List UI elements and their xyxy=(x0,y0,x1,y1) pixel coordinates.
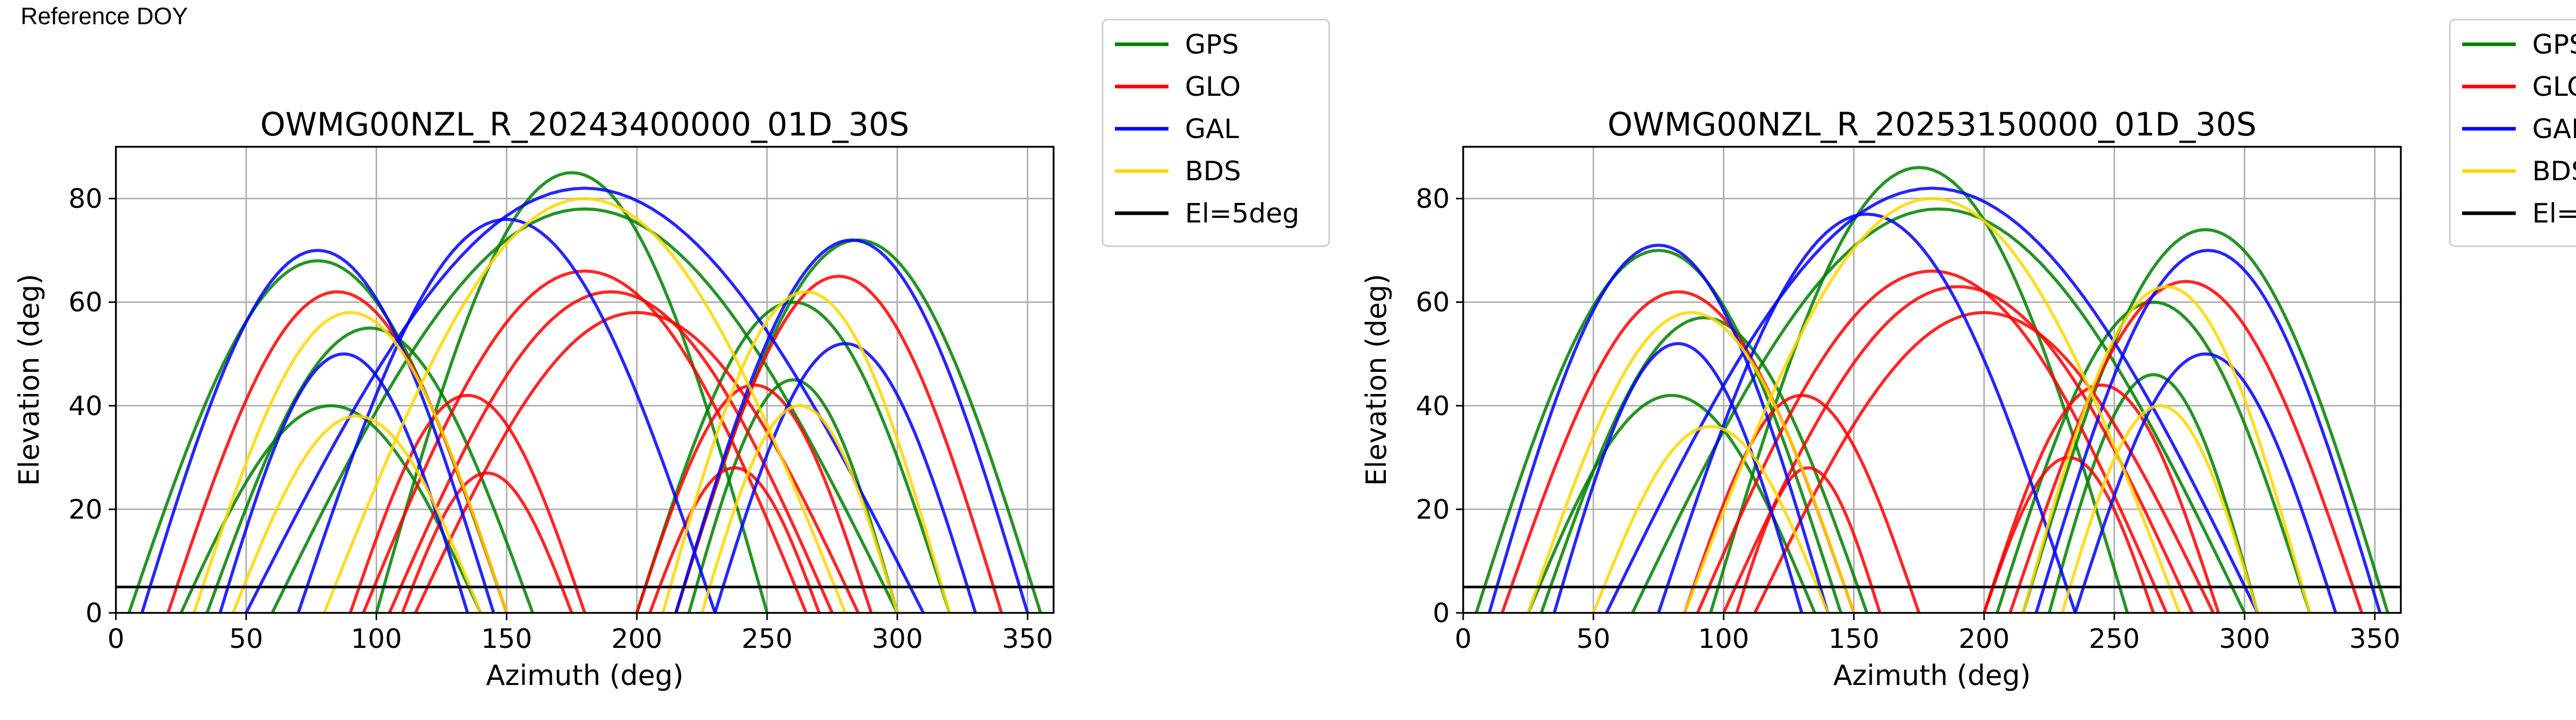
x-tick-label: 300 xyxy=(2219,624,2270,655)
x-tick-label: 150 xyxy=(481,624,532,655)
legend: GPS GLO GAL BDS El=5deg xyxy=(1101,19,1330,247)
legend-label-glo: GLO xyxy=(2532,72,2576,102)
x-tick-label: 200 xyxy=(611,624,662,655)
legend-label-bds: BDS xyxy=(1185,156,1241,187)
gps-track-6 xyxy=(375,171,769,613)
plot-frame xyxy=(1462,146,2402,614)
glo-track-5 xyxy=(401,471,573,613)
legend-label-el-5deg: El=5deg xyxy=(1185,198,1299,229)
reference-doy-label: Reference DOY xyxy=(21,3,188,29)
glo-track-4 xyxy=(349,393,586,613)
tracks xyxy=(1475,166,2389,613)
x-tick-label: 50 xyxy=(1577,624,1611,655)
bds-track-4 xyxy=(231,414,482,613)
gps-track-6 xyxy=(1709,166,2129,613)
bds-track-5 xyxy=(700,404,899,613)
x-tick-label: 250 xyxy=(2089,624,2140,655)
legend-label-gal: GAL xyxy=(2532,114,2576,145)
legend-label-gal: GAL xyxy=(1185,114,1239,145)
glo-track-5 xyxy=(1735,466,1882,613)
gal-track-3 xyxy=(1605,186,2259,613)
chart-title: OWMG00NZL_R_20243400000_01D_30S xyxy=(260,106,909,143)
y-tick-label: 20 xyxy=(1416,494,1450,525)
glo-track-9 xyxy=(2008,280,2364,613)
x-tick-label: 350 xyxy=(2349,624,2400,655)
gal-track-4 xyxy=(218,352,469,613)
glo-track-2 xyxy=(387,290,834,613)
gps-track-8 xyxy=(2047,373,2259,613)
gps-track-3 xyxy=(635,300,951,613)
x-tick-label: 100 xyxy=(1698,624,1749,655)
y-tick-label: 80 xyxy=(1416,184,1450,215)
chart-1: 0 50 100 150 200 250 300 350 0 20 40 60 80 OWMG00NZL_… xyxy=(13,19,1330,692)
glo-track-4 xyxy=(1683,393,1921,613)
bds-track-5 xyxy=(2060,404,2259,613)
bds-track-3 xyxy=(1683,197,2181,613)
y-tick-label: 20 xyxy=(69,494,103,525)
y-tick-label: 60 xyxy=(1416,287,1450,318)
legend-label-gps: GPS xyxy=(2532,29,2576,60)
gps-track-1 xyxy=(205,326,534,613)
legend-label-glo: GLO xyxy=(1185,72,1241,102)
bds-track-1 xyxy=(1527,311,1856,613)
x-tick-label: 50 xyxy=(229,624,263,655)
gps-track-7 xyxy=(1527,393,1817,613)
gps-track-2 xyxy=(270,207,899,613)
glo-track-8 xyxy=(166,290,509,613)
glo-track-3 xyxy=(1753,311,2215,613)
x-tick-label: 100 xyxy=(351,624,402,655)
x-tick-label: 300 xyxy=(872,624,923,655)
y-axis-label: Elevation (deg) xyxy=(13,274,45,486)
glo-track-6 xyxy=(1982,383,2221,613)
chart-title: OWMG00NZL_R_20253150000_01D_30S xyxy=(1607,106,2257,143)
gal-track-1 xyxy=(1487,244,1829,613)
gal-track-2 xyxy=(674,238,1029,613)
gal-track-6 xyxy=(296,217,717,613)
gal-track-1 xyxy=(140,249,496,613)
bds-track-1 xyxy=(192,311,509,613)
gal-track-5 xyxy=(2074,352,2337,613)
glo-track-9 xyxy=(674,275,1003,613)
glo-track-7 xyxy=(648,466,821,613)
bds-track-3 xyxy=(323,197,847,613)
legend-label-gps: GPS xyxy=(1185,29,1239,60)
gal-track-4 xyxy=(1552,342,1804,613)
legend-box xyxy=(2449,19,2576,247)
bds-track-2 xyxy=(2021,285,2312,613)
tracks xyxy=(127,171,1042,613)
chart-2: 0 50 100 150 200 250 300 350 0 20 40 60 80 OWMG00NZL_… xyxy=(1360,19,2576,692)
legend-label-bds: BDS xyxy=(2532,156,2576,187)
gps-track-5 xyxy=(2021,228,2389,613)
x-tick-label: 0 xyxy=(107,624,124,655)
x-tick-label: 250 xyxy=(741,624,792,655)
y-tick-label: 80 xyxy=(69,184,103,215)
gps-track-7 xyxy=(179,404,482,613)
y-tick-label: 0 xyxy=(1433,598,1450,629)
x-tick-label: 200 xyxy=(1958,624,2009,655)
x-tick-label: 150 xyxy=(1828,624,1879,655)
plot-frame xyxy=(115,146,1055,614)
gal-track-6 xyxy=(1657,212,2077,613)
y-axis-label: Elevation (deg) xyxy=(1360,274,1393,486)
y-tick-label: 40 xyxy=(69,391,103,422)
legend: GPS GLO GAL BDS El=5deg xyxy=(2449,19,2576,247)
y-tick-label: 40 xyxy=(1416,391,1450,422)
gal-track-5 xyxy=(713,342,977,613)
glo-track-1 xyxy=(362,269,808,613)
x-tick-label: 0 xyxy=(1454,624,1471,655)
legend-box xyxy=(1101,19,1330,247)
legend-label-el-5deg: El=5deg xyxy=(2532,198,2576,229)
bds-track-4 xyxy=(1591,424,1829,613)
gps-track-5 xyxy=(674,238,1042,613)
bds-track-2 xyxy=(661,290,951,613)
x-axis-label: Azimuth (deg) xyxy=(486,659,684,692)
x-axis-label: Azimuth (deg) xyxy=(1833,659,2031,692)
y-tick-label: 0 xyxy=(86,598,103,629)
gps-track-3 xyxy=(1995,300,2312,613)
y-tick-label: 60 xyxy=(69,287,103,318)
gal-track-3 xyxy=(244,186,925,613)
x-tick-label: 350 xyxy=(1002,624,1053,655)
gal-track-2 xyxy=(2035,249,2382,613)
